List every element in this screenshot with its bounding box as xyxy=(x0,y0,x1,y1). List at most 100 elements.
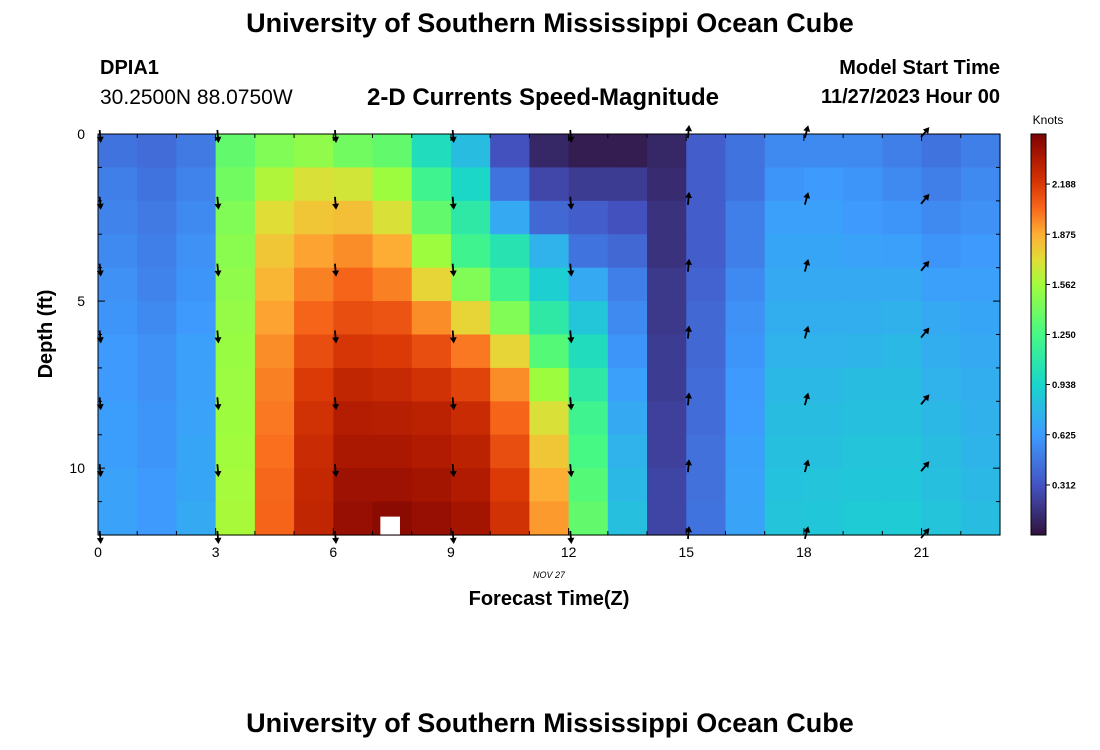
heatmap-cell xyxy=(882,401,923,436)
x-tick-label: 3 xyxy=(212,544,220,560)
heatmap-cell xyxy=(176,468,217,503)
heatmap-cell xyxy=(176,200,217,235)
heatmap-cell xyxy=(254,468,295,503)
heatmap-cell xyxy=(803,267,844,302)
heatmap-cell xyxy=(803,334,844,369)
heatmap-cell xyxy=(254,200,295,235)
heatmap-cell xyxy=(137,167,178,202)
heatmap-cell xyxy=(921,401,962,436)
heatmap-cell xyxy=(529,267,570,302)
heatmap-cell xyxy=(803,401,844,436)
heatmap-cell xyxy=(725,301,766,336)
x-tick-label: 0 xyxy=(94,544,102,560)
heatmap-cell xyxy=(607,334,648,369)
heatmap-cell xyxy=(921,200,962,235)
colorbar-tick-label: 1.250 xyxy=(1052,330,1076,341)
missing-data-cell xyxy=(380,516,400,535)
heatmap-cell xyxy=(176,367,217,402)
heatmap-cell xyxy=(215,134,256,169)
heatmap-cell xyxy=(686,267,727,302)
heatmap-cell xyxy=(450,301,491,336)
heatmap-cell xyxy=(529,501,570,536)
heatmap-cell xyxy=(372,401,413,436)
current-arrow xyxy=(214,263,222,277)
heatmap-cell xyxy=(333,301,374,336)
current-arrow xyxy=(332,330,340,344)
heatmap-cell xyxy=(372,167,413,202)
current-arrow xyxy=(214,196,222,210)
heatmap-cell xyxy=(960,234,1001,269)
heatmap-cell xyxy=(294,434,334,469)
current-arrow xyxy=(449,196,457,210)
heatmap-cell xyxy=(450,167,491,202)
heatmap-cell xyxy=(450,267,491,302)
heatmap-cell xyxy=(843,468,883,503)
current-arrow xyxy=(449,263,457,277)
heatmap-cell xyxy=(803,434,844,469)
heatmap-cell xyxy=(882,501,923,536)
heatmap-cell xyxy=(647,234,687,269)
heatmap-cell xyxy=(843,401,883,436)
current-vectors xyxy=(96,125,930,544)
footer-title: University of Southern Mississippi Ocean… xyxy=(246,708,854,738)
current-arrow xyxy=(685,325,693,339)
x-axis: 0 3 6 9 12 15 18 21 xyxy=(94,134,1001,560)
heatmap-cell xyxy=(450,501,491,536)
heatmap-cell xyxy=(764,234,805,269)
heatmap-cell xyxy=(215,200,256,235)
heatmap-cell xyxy=(921,468,962,503)
y-tick-label: 10 xyxy=(69,460,85,476)
heatmap-cell xyxy=(568,501,609,536)
colorbar-tick-label: 0.625 xyxy=(1052,430,1076,441)
heatmap-cell xyxy=(137,367,178,402)
heatmap-cell xyxy=(372,200,413,235)
heatmap-cell xyxy=(803,468,844,503)
model-start-value: 11/27/2023 Hour 00 xyxy=(820,86,1000,108)
y-axis: 0 5 10 xyxy=(69,126,1000,536)
date-label: NOV 27 xyxy=(533,570,566,580)
current-arrow xyxy=(567,263,575,277)
current-arrow xyxy=(803,192,811,205)
heatmap-cell xyxy=(98,401,138,436)
current-arrow xyxy=(567,330,575,344)
heatmap-cell xyxy=(803,234,844,269)
heatmap-cell xyxy=(607,468,648,503)
current-arrow xyxy=(685,392,693,406)
heatmap-cell xyxy=(98,367,138,402)
heatmap-cell xyxy=(333,334,374,369)
heatmap-cell xyxy=(803,167,844,202)
heatmap-cell xyxy=(372,267,413,302)
heatmap-cell xyxy=(215,334,256,369)
current-arrow xyxy=(96,464,104,478)
heatmap-cell xyxy=(725,501,766,536)
heatmap-cell xyxy=(215,301,256,336)
heatmap-cell xyxy=(450,134,491,169)
heatmap-cell xyxy=(254,301,295,336)
heatmap-cell xyxy=(960,267,1001,302)
heatmap-cell xyxy=(98,501,138,536)
heatmap-cell xyxy=(764,468,805,503)
heatmap-cell xyxy=(450,367,491,402)
heatmap-cell xyxy=(686,167,727,202)
heatmap-cell xyxy=(686,334,727,369)
heatmap-cell xyxy=(333,167,374,202)
heatmap-cell xyxy=(254,367,295,402)
model-start-label: Model Start Time xyxy=(839,57,1000,79)
heatmap-cell xyxy=(411,334,452,369)
heatmap-cell xyxy=(98,434,138,469)
heatmap-cell xyxy=(450,434,491,469)
heatmap-cell xyxy=(294,167,334,202)
heatmap-cell xyxy=(843,501,883,536)
current-arrow xyxy=(332,196,340,210)
heatmap-cell xyxy=(960,334,1001,369)
heatmap-cell xyxy=(843,334,883,369)
current-arrow xyxy=(803,392,811,406)
heatmap-cell xyxy=(568,367,609,402)
heatmap-cell xyxy=(529,167,570,202)
current-arrow xyxy=(567,397,575,411)
heatmap-cell xyxy=(98,267,138,302)
colorbar-tick-label: 1.875 xyxy=(1052,230,1076,241)
heatmap-cell xyxy=(137,301,178,336)
heatmap-cell xyxy=(764,501,805,536)
heatmap-cell xyxy=(176,401,217,436)
